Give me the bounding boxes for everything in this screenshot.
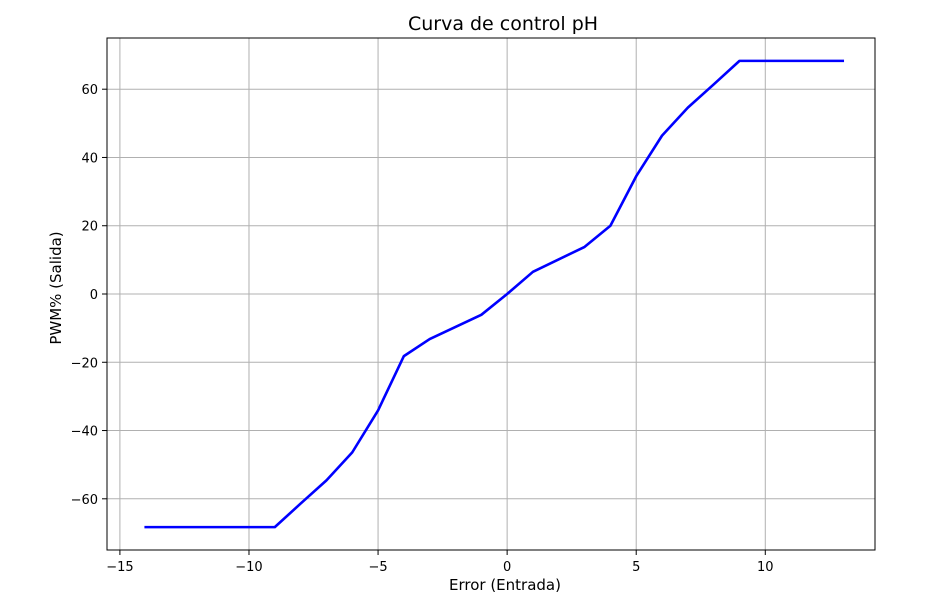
x-axis-label: Error (Entrada) — [449, 576, 561, 594]
y-tick-label: 60 — [81, 83, 98, 98]
x-axis: −15 −10 −5 0 5 10 — [106, 550, 774, 575]
y-axis-label: PWM% (Salida) — [47, 231, 65, 344]
y-tick-label: −20 — [71, 356, 98, 371]
series-line — [144, 59, 845, 529]
x-tick-label: 5 — [632, 560, 640, 575]
x-tick-label: 0 — [503, 560, 511, 575]
x-tick-label: −10 — [235, 560, 262, 575]
x-tick-label: −15 — [106, 560, 133, 575]
y-axis: −60 −40 −20 0 20 40 60 — [71, 83, 107, 508]
series-layer — [144, 59, 845, 529]
chart-title: Curva de control pH — [408, 13, 598, 35]
y-tick-label: 0 — [90, 288, 98, 303]
y-tick-label: 40 — [81, 151, 98, 166]
y-tick-label: −60 — [71, 493, 98, 508]
x-tick-label: 10 — [757, 560, 774, 575]
grid-lines — [107, 38, 875, 550]
y-tick-label: 20 — [81, 220, 98, 235]
y-tick-label: −40 — [71, 425, 98, 440]
x-tick-label: −5 — [368, 560, 387, 575]
